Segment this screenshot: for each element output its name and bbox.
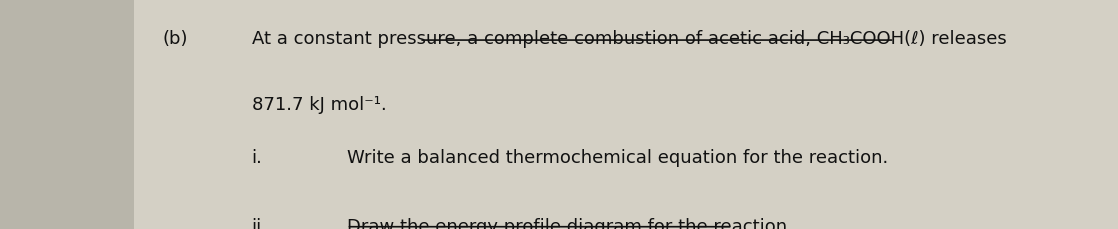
Text: 871.7 kJ mol⁻¹.: 871.7 kJ mol⁻¹. (252, 96, 387, 114)
Text: i.: i. (252, 149, 263, 167)
Text: At a constant pressure, a complete combustion of acetic acid, CH₃COOH(ℓ) release: At a constant pressure, a complete combu… (252, 30, 1006, 48)
Text: Draw the energy profile diagram for the reaction.: Draw the energy profile diagram for the … (347, 218, 793, 229)
Text: (b): (b) (162, 30, 188, 48)
Text: Write a balanced thermochemical equation for the reaction.: Write a balanced thermochemical equation… (347, 149, 888, 167)
Bar (0, 0, 134, 229)
Text: ii.: ii. (252, 218, 267, 229)
